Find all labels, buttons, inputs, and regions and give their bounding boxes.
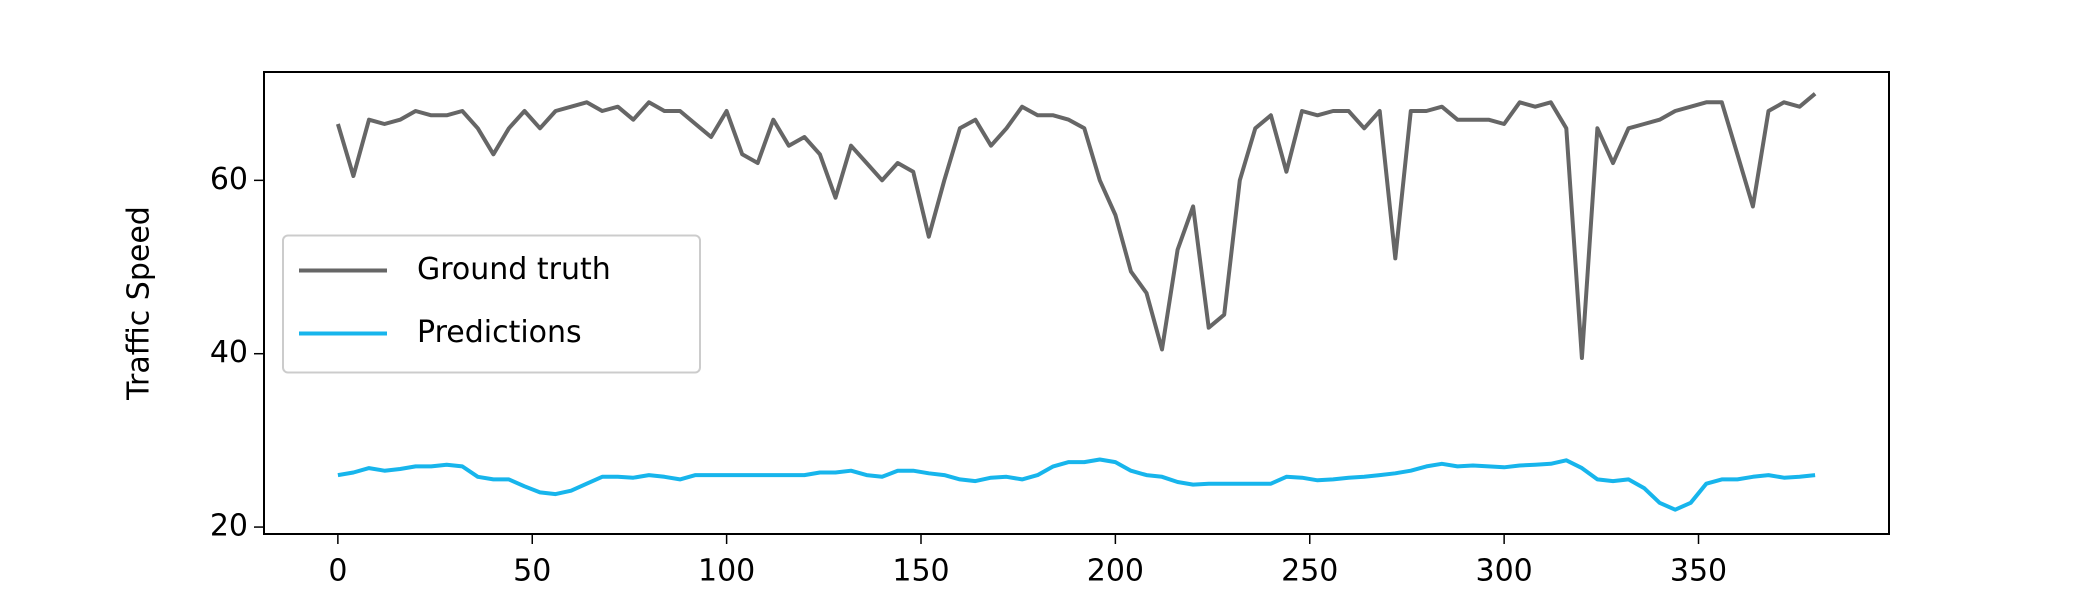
y-tick-label: 20 xyxy=(210,509,248,544)
y-tick-label: 60 xyxy=(210,162,248,197)
y-tick-label: 40 xyxy=(210,335,248,370)
legend-box xyxy=(282,234,701,374)
x-tick-label: 0 xyxy=(328,554,347,589)
x-tick-label: 350 xyxy=(1670,554,1727,589)
x-tick-label: 200 xyxy=(1087,554,1144,589)
x-tick-label: 250 xyxy=(1281,554,1338,589)
legend-label: Ground truth xyxy=(417,252,611,287)
legend-label: Predictions xyxy=(417,315,582,350)
x-tick-label: 300 xyxy=(1475,554,1532,589)
x-tick-label: 100 xyxy=(698,554,755,589)
data-line xyxy=(335,92,1817,360)
plot-frame xyxy=(263,71,1890,535)
x-tick-label: 50 xyxy=(513,554,551,589)
x-tick-label: 150 xyxy=(892,554,949,589)
y-axis-label: Traffic Speed xyxy=(122,206,157,401)
data-line xyxy=(337,457,1816,512)
